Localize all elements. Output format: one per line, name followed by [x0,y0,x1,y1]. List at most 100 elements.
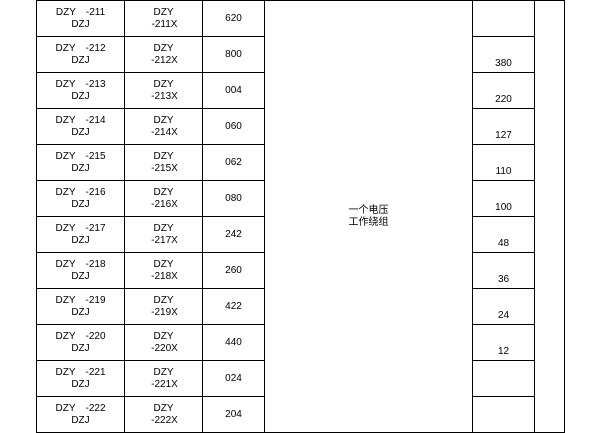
voltage-value: 220 [495,93,512,105]
cell-model: DZY -217 DZJ [36,216,125,253]
model-prefix-2: DZJ [71,54,90,66]
voltage-value: 48 [497,237,510,249]
cell-code: DZY -214X [124,108,203,145]
cell-model: DZY -215 DZJ [36,144,125,181]
code-line-1: DZY [153,151,174,162]
code-line-1: DZY [153,187,174,198]
table-row: DZY -216 DZJ DZY -216X 080 100 [36,180,565,217]
cell-voltage [472,0,535,37]
code-line-1: DZY [153,7,174,18]
cell-code: DZY -220X [124,324,203,361]
cell-number: 800 [202,36,265,73]
model-prefix-1: DZY [55,43,76,54]
code-line-2: -215X [151,162,178,174]
cell-code: DZY -218X [124,252,203,289]
cell-voltage: 220 [472,72,535,109]
document-page: DZY -211 DZJ DZY -211X 620 一个电压 工作绕组 DZY -212 DZJ D… [36,0,565,433]
cell-number: 440 [202,324,265,361]
table-row: DZY -217 DZJ DZY -217X 242 48 [36,216,565,253]
cell-model: DZY -211 DZJ [36,0,125,37]
code-line-2: -220X [151,342,178,354]
cell-model: DZY -220 DZJ [36,324,125,361]
model-prefix-1: DZY [55,7,76,18]
model-prefix-1: DZY [55,259,76,270]
model-suffix: -220 [85,331,106,342]
model-prefix-1: DZY [55,151,76,162]
model-prefix-2: DZJ [71,162,90,174]
code-line-1: DZY [153,295,174,306]
model-suffix: -212 [85,43,106,54]
voltage-value: 36 [497,273,510,285]
model-prefix-2: DZJ [71,126,90,138]
model-prefix-1: DZY [55,187,76,198]
cell-code: DZY -212X [124,36,203,73]
code-line-1: DZY [153,115,174,126]
cell-number: 062 [202,144,265,181]
code-line-2: -219X [151,306,178,318]
cell-model: DZY -219 DZJ [36,288,125,325]
cell-code: DZY -216X [124,180,203,217]
model-prefix-2: DZJ [71,378,90,390]
cell-trailing [534,0,565,433]
model-prefix-2: DZJ [71,234,90,246]
cell-number: 620 [202,0,265,37]
voltage-value: 24 [497,309,510,321]
cell-model: DZY -221 DZJ [36,360,125,397]
cell-voltage: 36 [472,252,535,289]
model-suffix: -222 [85,403,106,414]
cell-model: DZY -216 DZJ [36,180,125,217]
model-suffix: -215 [85,151,106,162]
cell-model: DZY -212 DZJ [36,36,125,73]
cell-voltage: 48 [472,216,535,253]
code-line-1: DZY [153,367,174,378]
model-prefix-1: DZY [55,403,76,414]
cell-number: 260 [202,252,265,289]
model-prefix-2: DZJ [71,306,90,318]
cell-number: 080 [202,180,265,217]
code-line-2: -216X [151,198,178,210]
cell-code: DZY -221X [124,360,203,397]
cell-code: DZY -213X [124,72,203,109]
cell-code: DZY -217X [124,216,203,253]
code-line-1: DZY [153,223,174,234]
cell-voltage: 127 [472,108,535,145]
code-line-2: -211X [151,18,178,30]
code-line-2: -217X [151,234,178,246]
model-suffix: -214 [85,115,106,126]
cell-code: DZY -222X [124,396,203,433]
code-line-2: -214X [151,126,178,138]
voltage-value: 127 [495,129,512,141]
cell-code: DZY -219X [124,288,203,325]
cell-voltage: 110 [472,144,535,181]
cell-winding: 一个电压 工作绕组 [264,0,473,433]
table-row: DZY -213 DZJ DZY -213X 004 220 [36,72,565,109]
code-line-2: -221X [151,378,178,390]
model-prefix-1: DZY [55,79,76,90]
cell-code: DZY -215X [124,144,203,181]
code-line-1: DZY [153,331,174,342]
model-prefix-2: DZJ [71,18,90,30]
cell-model: DZY -222 DZJ [36,396,125,433]
cell-voltage: 24 [472,288,535,325]
table-body: DZY -211 DZJ DZY -211X 620 一个电压 工作绕组 DZY -212 DZJ D… [36,0,565,433]
model-prefix-1: DZY [55,367,76,378]
cell-voltage: 380 [472,36,535,73]
cell-number: 422 [202,288,265,325]
model-prefix-1: DZY [55,295,76,306]
model-prefix-1: DZY [55,115,76,126]
table-row: DZY -211 DZJ DZY -211X 620 一个电压 工作绕组 [36,0,565,433]
code-line-1: DZY [153,259,174,270]
code-line-1: DZY [153,79,174,90]
model-suffix: -219 [85,295,106,306]
cell-voltage: 12 [472,324,535,361]
model-prefix-1: DZY [55,331,76,342]
cell-voltage: 100 [472,180,535,217]
specification-table: DZY -211 DZJ DZY -211X 620 一个电压 工作绕组 DZY -212 DZJ D… [36,0,565,433]
model-prefix-1: DZY [55,223,76,234]
winding-line-1: 一个电压 [348,205,389,216]
voltage-value: 100 [495,201,512,213]
code-line-1: DZY [153,403,174,414]
cell-voltage [472,396,535,433]
model-suffix: -211 [85,7,106,18]
voltage-value: 12 [497,345,510,357]
